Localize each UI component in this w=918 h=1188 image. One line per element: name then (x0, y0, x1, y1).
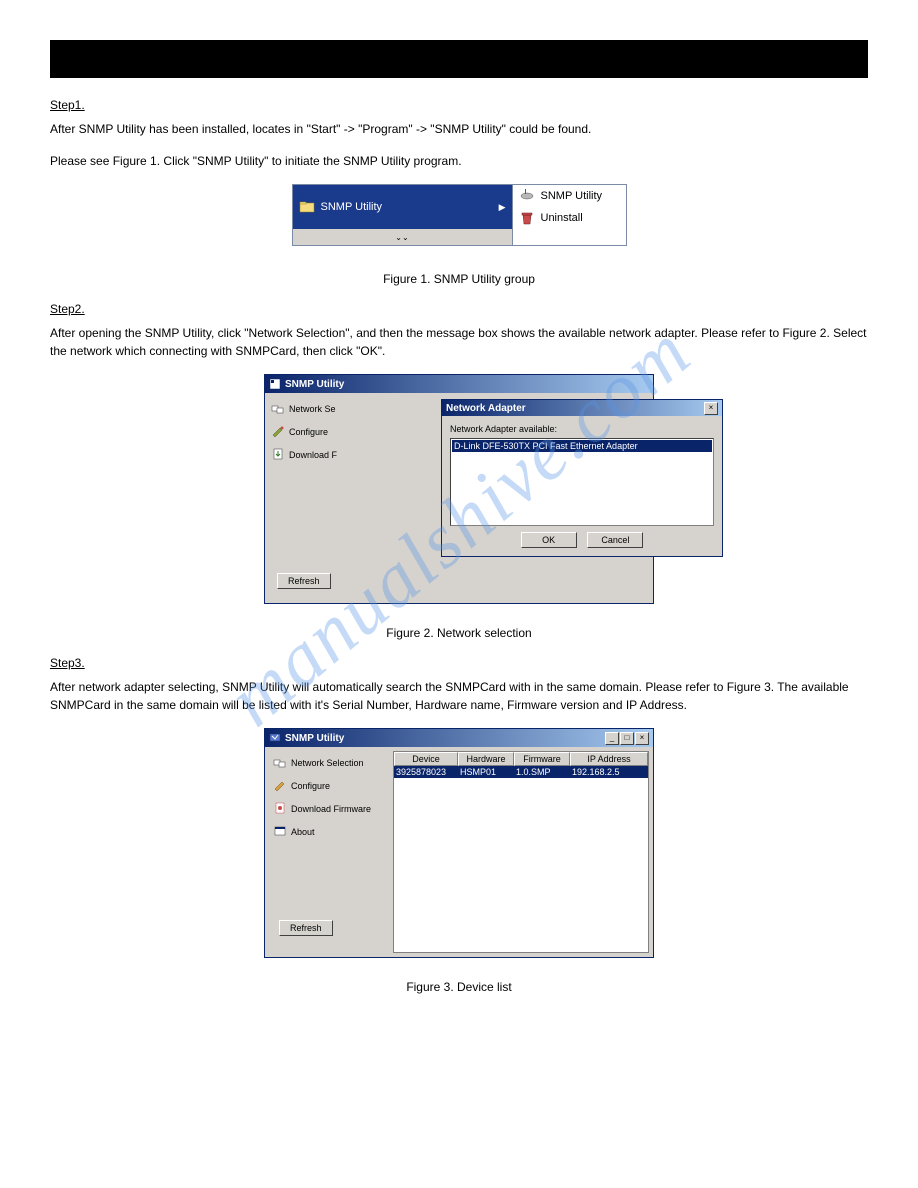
submenu-arrow-icon: ▶ (499, 202, 506, 213)
folder-icon (299, 199, 315, 215)
table-header: Device Hardware Firmware IP Address (394, 752, 648, 766)
network-icon (271, 402, 285, 416)
modal-title: Network Adapter (446, 403, 700, 414)
ok-button[interactable]: OK (521, 532, 577, 548)
about-icon (273, 825, 287, 839)
device-table: Device Hardware Firmware IP Address 3925… (393, 751, 649, 953)
sidebar-item-configure[interactable]: Configure (269, 422, 369, 442)
figure3-caption: Figure 3. Device list (50, 978, 868, 996)
sidebar-item-configure[interactable]: Configure (271, 776, 387, 796)
cancel-button[interactable]: Cancel (587, 532, 643, 548)
uninstall-icon (519, 210, 535, 226)
configure-icon (271, 425, 285, 439)
sidebar-item-download[interactable]: Download Firmware (271, 799, 387, 819)
figure1-caption: Figure 1. SNMP Utility group (50, 270, 868, 288)
util-icon (519, 188, 535, 204)
col-hardware[interactable]: Hardware (458, 752, 514, 766)
step2-label: Step2. (50, 302, 868, 316)
main-panel: address Network Adapter × Network Adapte… (373, 393, 653, 603)
titlebar: SNMP Utility (265, 375, 653, 393)
sidebar-item-network-selection[interactable]: Network Selection (271, 753, 387, 773)
download-icon (273, 802, 287, 816)
step3-text: After network adapter selecting, SNMP Ut… (50, 678, 868, 714)
col-firmware[interactable]: Firmware (514, 752, 570, 766)
page: Step1. After SNMP Utility has been insta… (0, 0, 918, 1050)
sidebar-label-netsel-3: Network Selection (291, 758, 364, 768)
modal-label: Network Adapter available: (450, 424, 714, 434)
configure-icon (273, 779, 287, 793)
cell-hardware: HSMP01 (458, 766, 514, 778)
chevron-down-icon: ⌄⌄ (395, 233, 408, 242)
start-menu-screenshot: SNMP Utility ▶ SNMP Utility Uninstall ⌄⌄ (292, 184, 627, 246)
close-button[interactable]: × (635, 732, 649, 745)
col-ipaddress[interactable]: IP Address (570, 752, 648, 766)
cell-device: 3925878023 (394, 766, 458, 778)
refresh-button[interactable]: Refresh (279, 920, 333, 936)
sidebar-label-download-3: Download Firmware (291, 804, 371, 814)
snmp-utility-window-fig2: SNMP Utility Network Se Configure Downlo… (264, 374, 654, 604)
window-title-3: SNMP Utility (285, 733, 601, 744)
refresh-button[interactable]: Refresh (277, 573, 331, 589)
sidebar-label-config-3: Configure (291, 781, 330, 791)
sidebar-item-about[interactable]: About (271, 822, 387, 842)
col-device[interactable]: Device (394, 752, 458, 766)
submenu-item-snmp-utility[interactable]: SNMP Utility (513, 185, 626, 207)
adapter-listbox[interactable]: D-Link DFE-530TX PCI Fast Ethernet Adapt… (450, 438, 714, 526)
sidebar: Network Se Configure Download F Refresh (265, 393, 373, 603)
network-icon (273, 756, 287, 770)
sidebar-3: Network Selection Configure Download Fir… (265, 747, 393, 957)
start-menu-item-snmp[interactable]: SNMP Utility ▶ (293, 185, 513, 229)
step2-text: After opening the SNMP Utility, click "N… (50, 324, 868, 360)
expand-chevron[interactable]: ⌄⌄ (293, 229, 513, 245)
submenu-label-2: Uninstall (541, 212, 583, 224)
sidebar-item-network-selection[interactable]: Network Se (269, 399, 369, 419)
sidebar-label-config: Configure (289, 427, 328, 437)
table-row[interactable]: 3925878023 HSMP01 1.0.SMP 192.168.2.5 (394, 766, 648, 778)
sidebar-item-download[interactable]: Download F (269, 445, 369, 465)
sidebar-label-about: About (291, 827, 315, 837)
maximize-button[interactable]: □ (620, 732, 634, 745)
cell-firmware: 1.0.SMP (514, 766, 570, 778)
close-button[interactable]: × (704, 402, 718, 415)
sidebar-label-download: Download F (289, 450, 337, 460)
submenu-item-uninstall[interactable]: Uninstall (513, 207, 626, 229)
minimize-button[interactable]: _ (605, 732, 619, 745)
step1-text2: Please see Figure 1. Click "SNMP Utility… (50, 152, 868, 170)
snmp-utility-window-fig3: SNMP Utility _ □ × Network Selection Con… (264, 728, 654, 958)
window-title: SNMP Utility (285, 379, 649, 390)
app-icon (269, 732, 281, 744)
sidebar-label-netsel: Network Se (289, 404, 336, 414)
titlebar-3: SNMP Utility _ □ × (265, 729, 653, 747)
download-icon (271, 448, 285, 462)
network-adapter-dialog: Network Adapter × Network Adapter availa… (441, 399, 723, 557)
submenu-label-1: SNMP Utility (541, 190, 603, 202)
app-icon (269, 378, 281, 390)
figure2-caption: Figure 2. Network selection (50, 624, 868, 642)
header-bar (50, 40, 868, 78)
step1-text1: After SNMP Utility has been installed, l… (50, 120, 868, 138)
step1-label: Step1. (50, 98, 868, 112)
start-menu-label: SNMP Utility (321, 201, 383, 213)
step3-label: Step3. (50, 656, 868, 670)
modal-titlebar: Network Adapter × (442, 400, 722, 416)
adapter-list-item[interactable]: D-Link DFE-530TX PCI Fast Ethernet Adapt… (452, 440, 712, 452)
cell-ip: 192.168.2.5 (570, 766, 648, 778)
